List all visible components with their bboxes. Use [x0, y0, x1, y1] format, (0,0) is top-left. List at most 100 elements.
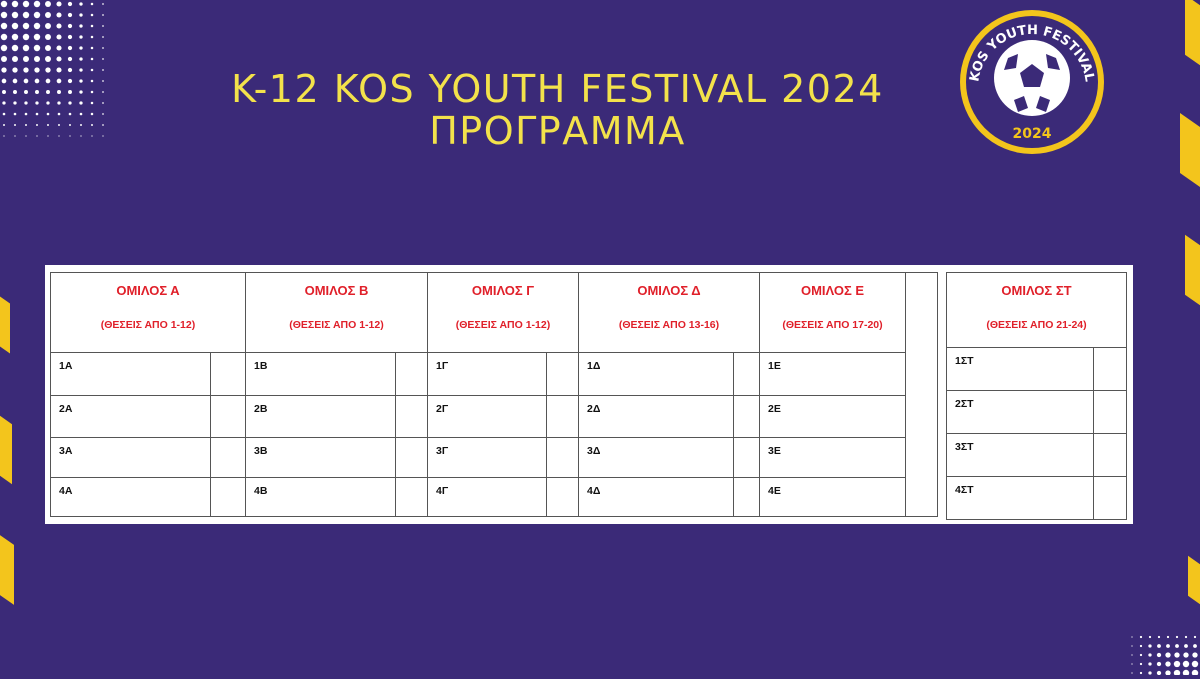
team-slot-label: 3Ε: [768, 445, 781, 457]
team-slot: 2Γ: [427, 395, 547, 438]
decorative-stripe: [0, 296, 10, 354]
score-cell: [546, 477, 579, 517]
group-header: ΟΜΙΛΟΣ Β (ΘΕΣΕΙΣ ΑΠΟ 1-12): [245, 272, 428, 353]
team-slot-label: 4Α: [59, 485, 73, 497]
team-slot-label: 2Ε: [768, 403, 781, 415]
decorative-stripe: [1185, 0, 1200, 66]
team-slot: 4ΣΤ: [946, 476, 1094, 520]
score-cell: [210, 477, 246, 517]
team-slot-label: 4Δ: [587, 485, 601, 497]
team-slot-label: 3Α: [59, 445, 73, 457]
team-slot-label: 4Β: [254, 485, 268, 497]
group-name: ΟΜΙΛΟΣ ΣΤ: [1001, 283, 1072, 298]
team-slot: 1ΣΤ: [946, 347, 1094, 391]
score-cell: [395, 352, 428, 396]
team-slot: 3Ε: [759, 437, 906, 478]
team-slot: 2Β: [245, 395, 396, 438]
team-slot-label: 3Β: [254, 445, 268, 457]
team-slot-label: 1Β: [254, 360, 268, 372]
score-cell: [546, 352, 579, 396]
team-slot: 2Ε: [759, 395, 906, 438]
team-slot-label: 1Α: [59, 360, 73, 372]
team-slot-label: 2Β: [254, 403, 268, 415]
team-slot: 1Γ: [427, 352, 547, 396]
team-slot-label: 2Γ: [436, 403, 449, 415]
score-cell: [546, 395, 579, 438]
group-name: ΟΜΙΛΟΣ Δ: [637, 283, 701, 298]
group-name: ΟΜΙΛΟΣ Α: [116, 283, 180, 298]
team-slot-label: 1Ε: [768, 360, 781, 372]
team-slot-label: 4Ε: [768, 485, 781, 497]
team-slot: 3ΣΤ: [946, 433, 1094, 477]
score-cell: [1093, 390, 1127, 434]
score-cell: [1093, 433, 1127, 477]
group-header: ΟΜΙΛΟΣ ΣΤ (ΘΕΣΕΙΣ ΑΠΟ 21-24): [946, 272, 1127, 348]
score-cell: [1093, 347, 1127, 391]
team-slot-label: 2Α: [59, 403, 73, 415]
score-cell: [395, 395, 428, 438]
group-positions: (ΘΕΣΕΙΣ ΑΠΟ 1-12): [100, 319, 196, 331]
group-name: ΟΜΙΛΟΣ Γ: [471, 283, 535, 298]
group-positions: (ΘΕΣΕΙΣ ΑΠΟ 1-12): [289, 319, 384, 331]
group-header: ΟΜΙΛΟΣ Α (ΘΕΣΕΙΣ ΑΠΟ 1-12): [50, 272, 246, 353]
team-slot-label: 2ΣΤ: [955, 398, 974, 410]
team-slot-label: 3ΣΤ: [955, 441, 974, 453]
score-cell: [395, 477, 428, 517]
team-slot-label: 4ΣΤ: [955, 484, 974, 496]
group-positions: (ΘΕΣΕΙΣ ΑΠΟ 17-20): [782, 319, 883, 331]
team-slot: 2Δ: [578, 395, 734, 438]
score-cell: [1093, 476, 1127, 520]
group-header: ΟΜΙΛΟΣ Δ (ΘΕΣΕΙΣ ΑΠΟ 13-16): [578, 272, 760, 353]
extra-column: [905, 272, 938, 517]
group-positions: (ΘΕΣΕΙΣ ΑΠΟ 21-24): [986, 319, 1087, 331]
score-cell: [733, 352, 760, 396]
team-slot-label: 3Δ: [587, 445, 601, 457]
svg-text:2024: 2024: [1013, 126, 1052, 142]
group-header: ΟΜΙΛΟΣ Γ (ΘΕΣΕΙΣ ΑΠΟ 1-12): [427, 272, 579, 353]
team-slot-label: 1Γ: [436, 360, 449, 372]
page-title: K-12 KOS YOUTH FESTIVAL 2024: [231, 67, 884, 111]
page-subtitle: ΠΡΟΓΡΑΜΜΑ: [429, 109, 686, 153]
group-name: ΟΜΙΛΟΣ Β: [304, 283, 369, 298]
group-schedule-table: ΟΜΙΛΟΣ Α (ΘΕΣΕΙΣ ΑΠΟ 1-12) 1Α 2Α 3Α 4Α ΟΜΙΛΟΣ …: [45, 265, 1133, 524]
team-slot: 4Δ: [578, 477, 734, 517]
decorative-stripe: [1188, 555, 1200, 605]
group-header: ΟΜΙΛΟΣ Ε (ΘΕΣΕΙΣ ΑΠΟ 17-20): [759, 272, 906, 353]
group-positions: (ΘΕΣΕΙΣ ΑΠΟ 1-12): [455, 319, 551, 331]
team-slot-label: 2Δ: [587, 403, 601, 415]
score-cell: [733, 477, 760, 517]
team-slot: 4Ε: [759, 477, 906, 517]
team-slot: 1Ε: [759, 352, 906, 396]
decorative-dot-pattern: [1110, 615, 1200, 679]
team-slot-label: 3Γ: [436, 445, 449, 457]
team-slot-label: 1Δ: [587, 360, 601, 372]
score-cell: [733, 395, 760, 438]
decorative-dot-pattern: [0, 0, 130, 169]
group-positions: (ΘΕΣΕΙΣ ΑΠΟ 13-16): [618, 319, 720, 331]
group-name: ΟΜΙΛΟΣ Ε: [800, 283, 865, 298]
team-slot: 4Γ: [427, 477, 547, 517]
team-slot: 1Α: [50, 352, 211, 396]
decorative-stripe: [1180, 112, 1200, 188]
team-slot: 3Α: [50, 437, 211, 478]
team-slot: 1Δ: [578, 352, 734, 396]
team-slot: 2ΣΤ: [946, 390, 1094, 434]
score-cell: [210, 352, 246, 396]
team-slot: 4Β: [245, 477, 396, 517]
team-slot: 3Γ: [427, 437, 547, 478]
score-cell: [210, 395, 246, 438]
score-cell: [733, 437, 760, 478]
decorative-stripe: [1185, 234, 1200, 306]
decorative-stripe: [0, 535, 14, 605]
team-slot: 4Α: [50, 477, 211, 517]
decorative-stripe: [0, 415, 12, 485]
score-cell: [210, 437, 246, 478]
team-slot: 3Δ: [578, 437, 734, 478]
score-cell: [395, 437, 428, 478]
score-cell: [546, 437, 579, 478]
team-slot: 2Α: [50, 395, 211, 438]
team-slot: 3Β: [245, 437, 396, 478]
festival-logo: KOS YOUTH FESTIVAL 2024: [960, 10, 1104, 154]
team-slot-label: 4Γ: [436, 485, 449, 497]
team-slot-label: 1ΣΤ: [955, 355, 974, 367]
